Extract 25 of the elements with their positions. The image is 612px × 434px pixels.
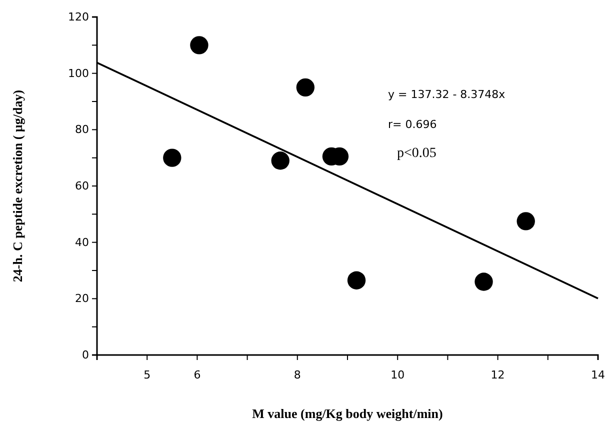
x-tick-label: 5 xyxy=(144,368,151,382)
x-axis-title: M value (mg/Kg body weight/min) xyxy=(252,406,443,421)
y-tick-label: 100 xyxy=(68,66,89,80)
y-tick-label: 120 xyxy=(68,10,89,24)
point xyxy=(190,36,208,54)
point xyxy=(296,78,315,96)
annotation: y = 137.32 - 8.3748x xyxy=(388,88,506,101)
point xyxy=(271,152,290,170)
point xyxy=(163,148,182,167)
x-tick-label: 6 xyxy=(194,368,201,382)
y-tick-label: 60 xyxy=(75,180,89,193)
x-tick-label: 10 xyxy=(390,368,405,382)
annotation: p<0.05 xyxy=(397,146,436,161)
point xyxy=(474,272,493,291)
y-tick-label: 80 xyxy=(75,123,89,136)
point xyxy=(516,212,535,230)
y-tick-label: 20 xyxy=(75,292,89,306)
point xyxy=(347,271,366,290)
y-tick-label: 40 xyxy=(75,236,89,249)
x-tick-label: 12 xyxy=(490,368,505,382)
y-tick-label: 0 xyxy=(82,348,89,362)
x-tick-label: 8 xyxy=(294,368,301,382)
annotation: r= 0.696 xyxy=(388,118,437,131)
x-tick-label: 14 xyxy=(591,368,605,382)
y-axis-title: 24-h. C peptide excretion ( µg/day) xyxy=(10,90,25,282)
